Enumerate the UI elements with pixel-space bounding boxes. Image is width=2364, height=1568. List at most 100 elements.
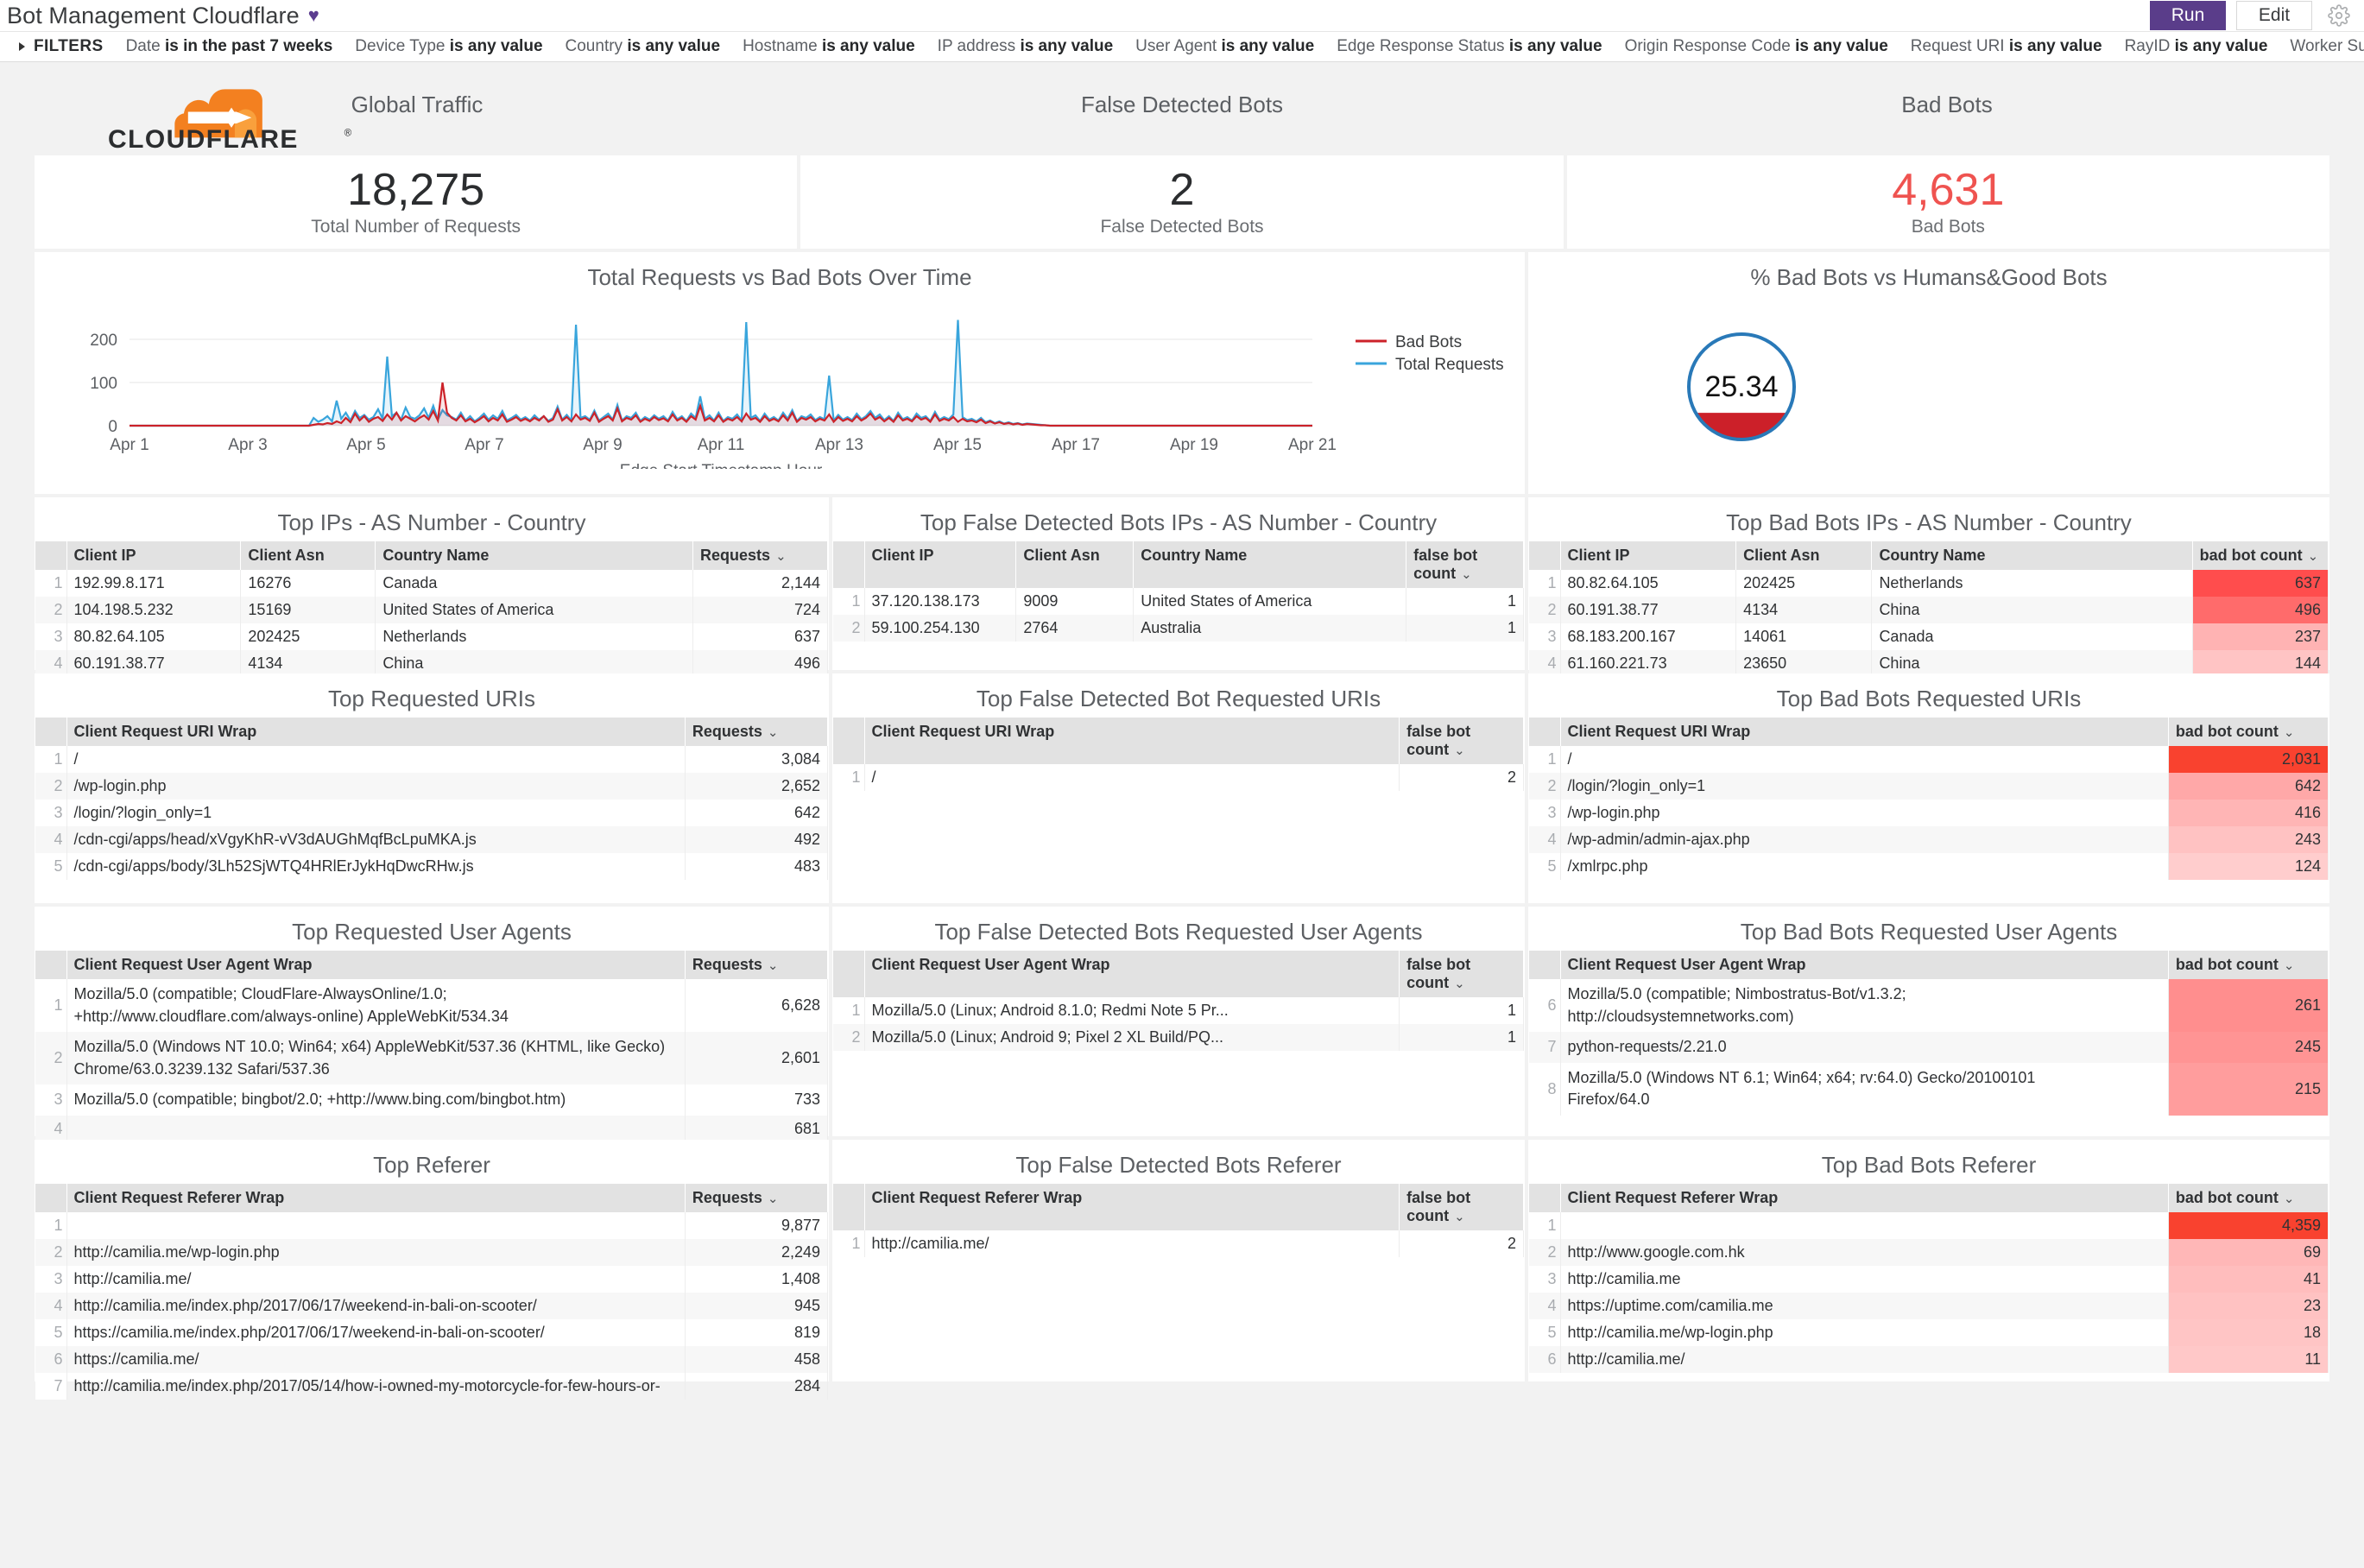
table-row[interactable]: 4/wp-admin/admin-ajax.php 243 bbox=[1529, 826, 2329, 853]
column-header[interactable]: Client Request Referer Wrap bbox=[864, 1184, 1400, 1230]
table-row[interactable]: 2 59.100.254.130 2764 Australia 1 bbox=[833, 615, 1524, 642]
column-header[interactable]: Client Request URI Wrap bbox=[66, 718, 686, 746]
table-row[interactable]: 2 60.191.38.77 4134 China 496 bbox=[1529, 597, 2329, 623]
data-table[interactable]: Client Request User Agent Wrap Requests ⌄ 1… bbox=[35, 951, 829, 1142]
column-header[interactable]: Client IP bbox=[864, 541, 1017, 588]
chevron-right-icon[interactable] bbox=[19, 42, 25, 51]
column-header[interactable]: Client Asn bbox=[1015, 541, 1135, 588]
table-card-top-uris[interactable]: Top Requested URIs Client Request URI Wra… bbox=[35, 673, 829, 903]
table-row[interactable]: 8 Mozilla/5.0 (Windows NT 6.1; Win64; x64… bbox=[1529, 1062, 2329, 1116]
table-row[interactable]: 2 Mozilla/5.0 (Windows NT 10.0; Win64; x6… bbox=[35, 1032, 829, 1085]
kpi-card-false-detected-bots[interactable]: 2 False Detected Bots bbox=[800, 155, 1564, 249]
table-row[interactable]: 5 http://camilia.me/wp-login.php 18 bbox=[1529, 1319, 2329, 1346]
table-row[interactable]: 3 http://camilia.me/1,408 bbox=[35, 1266, 829, 1293]
table-card-false-detected-ips[interactable]: Top False Detected Bots IPs - AS Number … bbox=[832, 497, 1525, 670]
data-table[interactable]: Client IP Client Asn Country Name false bot… bbox=[833, 541, 1524, 642]
filter-chip-hostname[interactable]: Hostname is any value bbox=[743, 37, 915, 55]
sort-caret-icon[interactable]: ⌄ bbox=[1454, 1210, 1465, 1224]
table-row[interactable]: 5 https://camilia.me/index.php/2017/06/17… bbox=[35, 1319, 829, 1346]
table-row[interactable]: 1 9,877 bbox=[35, 1212, 829, 1239]
table-row[interactable]: 5/xmlrpc.php 124 bbox=[1529, 853, 2329, 880]
filter-chip-date[interactable]: Date is in the past 7 weeks bbox=[125, 37, 333, 55]
table-row[interactable]: 3/wp-login.php 416 bbox=[1529, 800, 2329, 826]
sort-caret-icon[interactable]: ⌄ bbox=[1454, 743, 1465, 758]
column-header[interactable]: bad bot count ⌄ bbox=[2192, 541, 2329, 570]
table-card-false-detected-referer[interactable]: Top False Detected Bots Referer Client Re… bbox=[832, 1140, 1525, 1381]
table-row[interactable]: 1/2,031 bbox=[1529, 746, 2329, 773]
table-card-false-detected-user-agents[interactable]: Top False Detected Bots Requested User A… bbox=[832, 907, 1525, 1136]
column-header[interactable]: Requests ⌄ bbox=[685, 718, 829, 746]
table-card-top-referer[interactable]: Top Referer Client Request Referer Wrap Re… bbox=[35, 1140, 829, 1400]
filter-chip-worker-subrequest[interactable]: Worker Subrequest is... bbox=[2290, 37, 2364, 55]
column-header[interactable]: Client IP bbox=[1560, 541, 1737, 570]
sort-caret-icon[interactable]: ⌄ bbox=[2283, 725, 2295, 740]
filter-chip-request-uri[interactable]: Request URI is any value bbox=[1910, 37, 2102, 55]
edit-button[interactable]: Edit bbox=[2236, 1, 2312, 30]
column-header[interactable]: Client Request URI Wrap bbox=[1560, 718, 2169, 746]
table-row[interactable]: 2 http://camilia.me/wp-login.php 2,249 bbox=[35, 1239, 829, 1266]
table-card-top-user-agents[interactable]: Top Requested User Agents Client Request … bbox=[35, 907, 829, 1142]
filter-chip-ip-address[interactable]: IP address is any value bbox=[937, 37, 1114, 55]
column-header[interactable]: Country Name bbox=[1871, 541, 2193, 570]
timeseries-chart-card[interactable]: Total Requests vs Bad Bots Over Time 0 10… bbox=[35, 252, 1525, 494]
data-table[interactable]: Client Request URI Wrap false bot count ⌄ 1… bbox=[833, 718, 1524, 791]
table-row[interactable]: 2 Mozilla/5.0 (Linux; Android 9; Pixel 2 … bbox=[833, 1024, 1524, 1051]
gear-icon[interactable] bbox=[2328, 4, 2350, 27]
table-row[interactable]: 7 python-requests/2.21.0 245 bbox=[1529, 1032, 2329, 1063]
column-header[interactable]: Country Name bbox=[375, 541, 694, 570]
table-row[interactable]: 1 192.99.8.171 16276 Canada 2,144 bbox=[35, 570, 828, 597]
timeseries-chart[interactable]: 0 100 200 Apr 1 Apr 3 Apr 5 Apr 7 Apr 9 Apr 11 Ap… bbox=[35, 296, 1525, 469]
sort-caret-icon[interactable]: ⌄ bbox=[775, 549, 787, 564]
sort-caret-icon[interactable]: ⌄ bbox=[1461, 567, 1472, 582]
column-header[interactable]: Client Request Referer Wrap bbox=[1560, 1184, 2169, 1212]
table-row[interactable]: 6 Mozilla/5.0 (compatible; Nimbostratus-B… bbox=[1529, 979, 2329, 1033]
filter-chip-origin-response-code[interactable]: Origin Response Code is any value bbox=[1624, 37, 1888, 55]
filters-label[interactable]: FILTERS bbox=[34, 37, 104, 55]
column-header[interactable]: false bot count ⌄ bbox=[1399, 718, 1524, 764]
table-row[interactable]: 2/wp-login.php 2,652 bbox=[35, 773, 829, 800]
table-row[interactable]: 4 https://uptime.com/camilia.me 23 bbox=[1529, 1293, 2329, 1319]
table-row[interactable]: 1 http://camilia.me/2 bbox=[833, 1230, 1524, 1257]
table-row[interactable]: 4 http://camilia.me/index.php/2017/06/17/… bbox=[35, 1293, 829, 1319]
kpi-card-total-requests[interactable]: 18,275 Total Number of Requests bbox=[35, 155, 798, 249]
sort-caret-icon[interactable]: ⌄ bbox=[767, 958, 779, 973]
column-header[interactable]: Client Request User Agent Wrap bbox=[66, 951, 686, 979]
table-row[interactable]: 6 https://camilia.me/458 bbox=[35, 1346, 829, 1373]
data-table[interactable]: Client Request Referer Wrap false bot cou… bbox=[833, 1184, 1524, 1257]
table-row[interactable]: 1 Mozilla/5.0 (Linux; Android 8.1.0; Redm… bbox=[833, 997, 1524, 1024]
table-card-bad-bot-user-agents[interactable]: Top Bad Bots Requested User Agents Client… bbox=[1528, 907, 2329, 1136]
table-row[interactable]: 1 80.82.64.105 202425 Netherlands 637 bbox=[1529, 570, 2329, 597]
table-row[interactable]: 3 Mozilla/5.0 (compatible; bingbot/2.0; +… bbox=[35, 1084, 829, 1116]
table-row[interactable]: 1 Mozilla/5.0 (compatible; CloudFlare-Alw… bbox=[35, 979, 829, 1033]
heart-icon[interactable]: ♥ bbox=[307, 4, 319, 26]
column-header[interactable]: Client IP bbox=[66, 541, 242, 570]
table-card-bad-bot-ips[interactable]: Top Bad Bots IPs - AS Number - Country Cl… bbox=[1528, 497, 2329, 704]
sort-caret-icon[interactable]: ⌄ bbox=[2283, 958, 2295, 973]
data-table[interactable]: Client Request Referer Wrap Requests ⌄ 1 9,8… bbox=[35, 1184, 829, 1400]
table-row[interactable]: 4 60.191.38.77 4134 China 496 bbox=[35, 650, 828, 677]
filter-chip-device-type[interactable]: Device Type is any value bbox=[355, 37, 543, 55]
data-table[interactable]: Client Request URI Wrap Requests ⌄ 1/3,084 2… bbox=[35, 718, 829, 880]
table-row[interactable]: 2 http://www.google.com.hk 69 bbox=[1529, 1239, 2329, 1266]
filter-chip-country[interactable]: Country is any value bbox=[565, 37, 721, 55]
column-header[interactable]: Requests ⌄ bbox=[685, 951, 829, 979]
table-row[interactable]: 1 37.120.138.173 9009 United States of Amer… bbox=[833, 588, 1524, 615]
column-header[interactable]: false bot count ⌄ bbox=[1399, 951, 1524, 997]
column-header[interactable]: bad bot count ⌄ bbox=[2168, 718, 2329, 746]
column-header[interactable]: false bot count ⌄ bbox=[1399, 1184, 1524, 1230]
table-row[interactable]: 6 http://camilia.me/11 bbox=[1529, 1346, 2329, 1373]
column-header[interactable]: false bot count ⌄ bbox=[1406, 541, 1524, 588]
sort-caret-icon[interactable]: ⌄ bbox=[767, 1192, 779, 1206]
table-row[interactable]: 4 61.160.221.73 23650 China 144 bbox=[1529, 650, 2329, 677]
column-header[interactable]: Client Request URI Wrap bbox=[864, 718, 1400, 764]
table-card-false-detected-uris[interactable]: Top False Detected Bot Requested URIs Cli… bbox=[832, 673, 1525, 903]
data-table[interactable]: Client Request URI Wrap bad bot count ⌄ 1/2… bbox=[1529, 718, 2329, 880]
sort-caret-icon[interactable]: ⌄ bbox=[2307, 549, 2319, 564]
filter-chip-rayid[interactable]: RayID is any value bbox=[2124, 37, 2268, 55]
table-row[interactable]: 3/login/?login_only=1 642 bbox=[35, 800, 829, 826]
sort-caret-icon[interactable]: ⌄ bbox=[1454, 977, 1465, 991]
column-header[interactable]: Client Request Referer Wrap bbox=[66, 1184, 686, 1212]
table-row[interactable]: 1/3,084 bbox=[35, 746, 829, 773]
data-table[interactable]: Client Request User Agent Wrap bad bot co… bbox=[1529, 951, 2329, 1116]
table-card-bad-bot-uris[interactable]: Top Bad Bots Requested URIs Client Reques… bbox=[1528, 673, 2329, 903]
